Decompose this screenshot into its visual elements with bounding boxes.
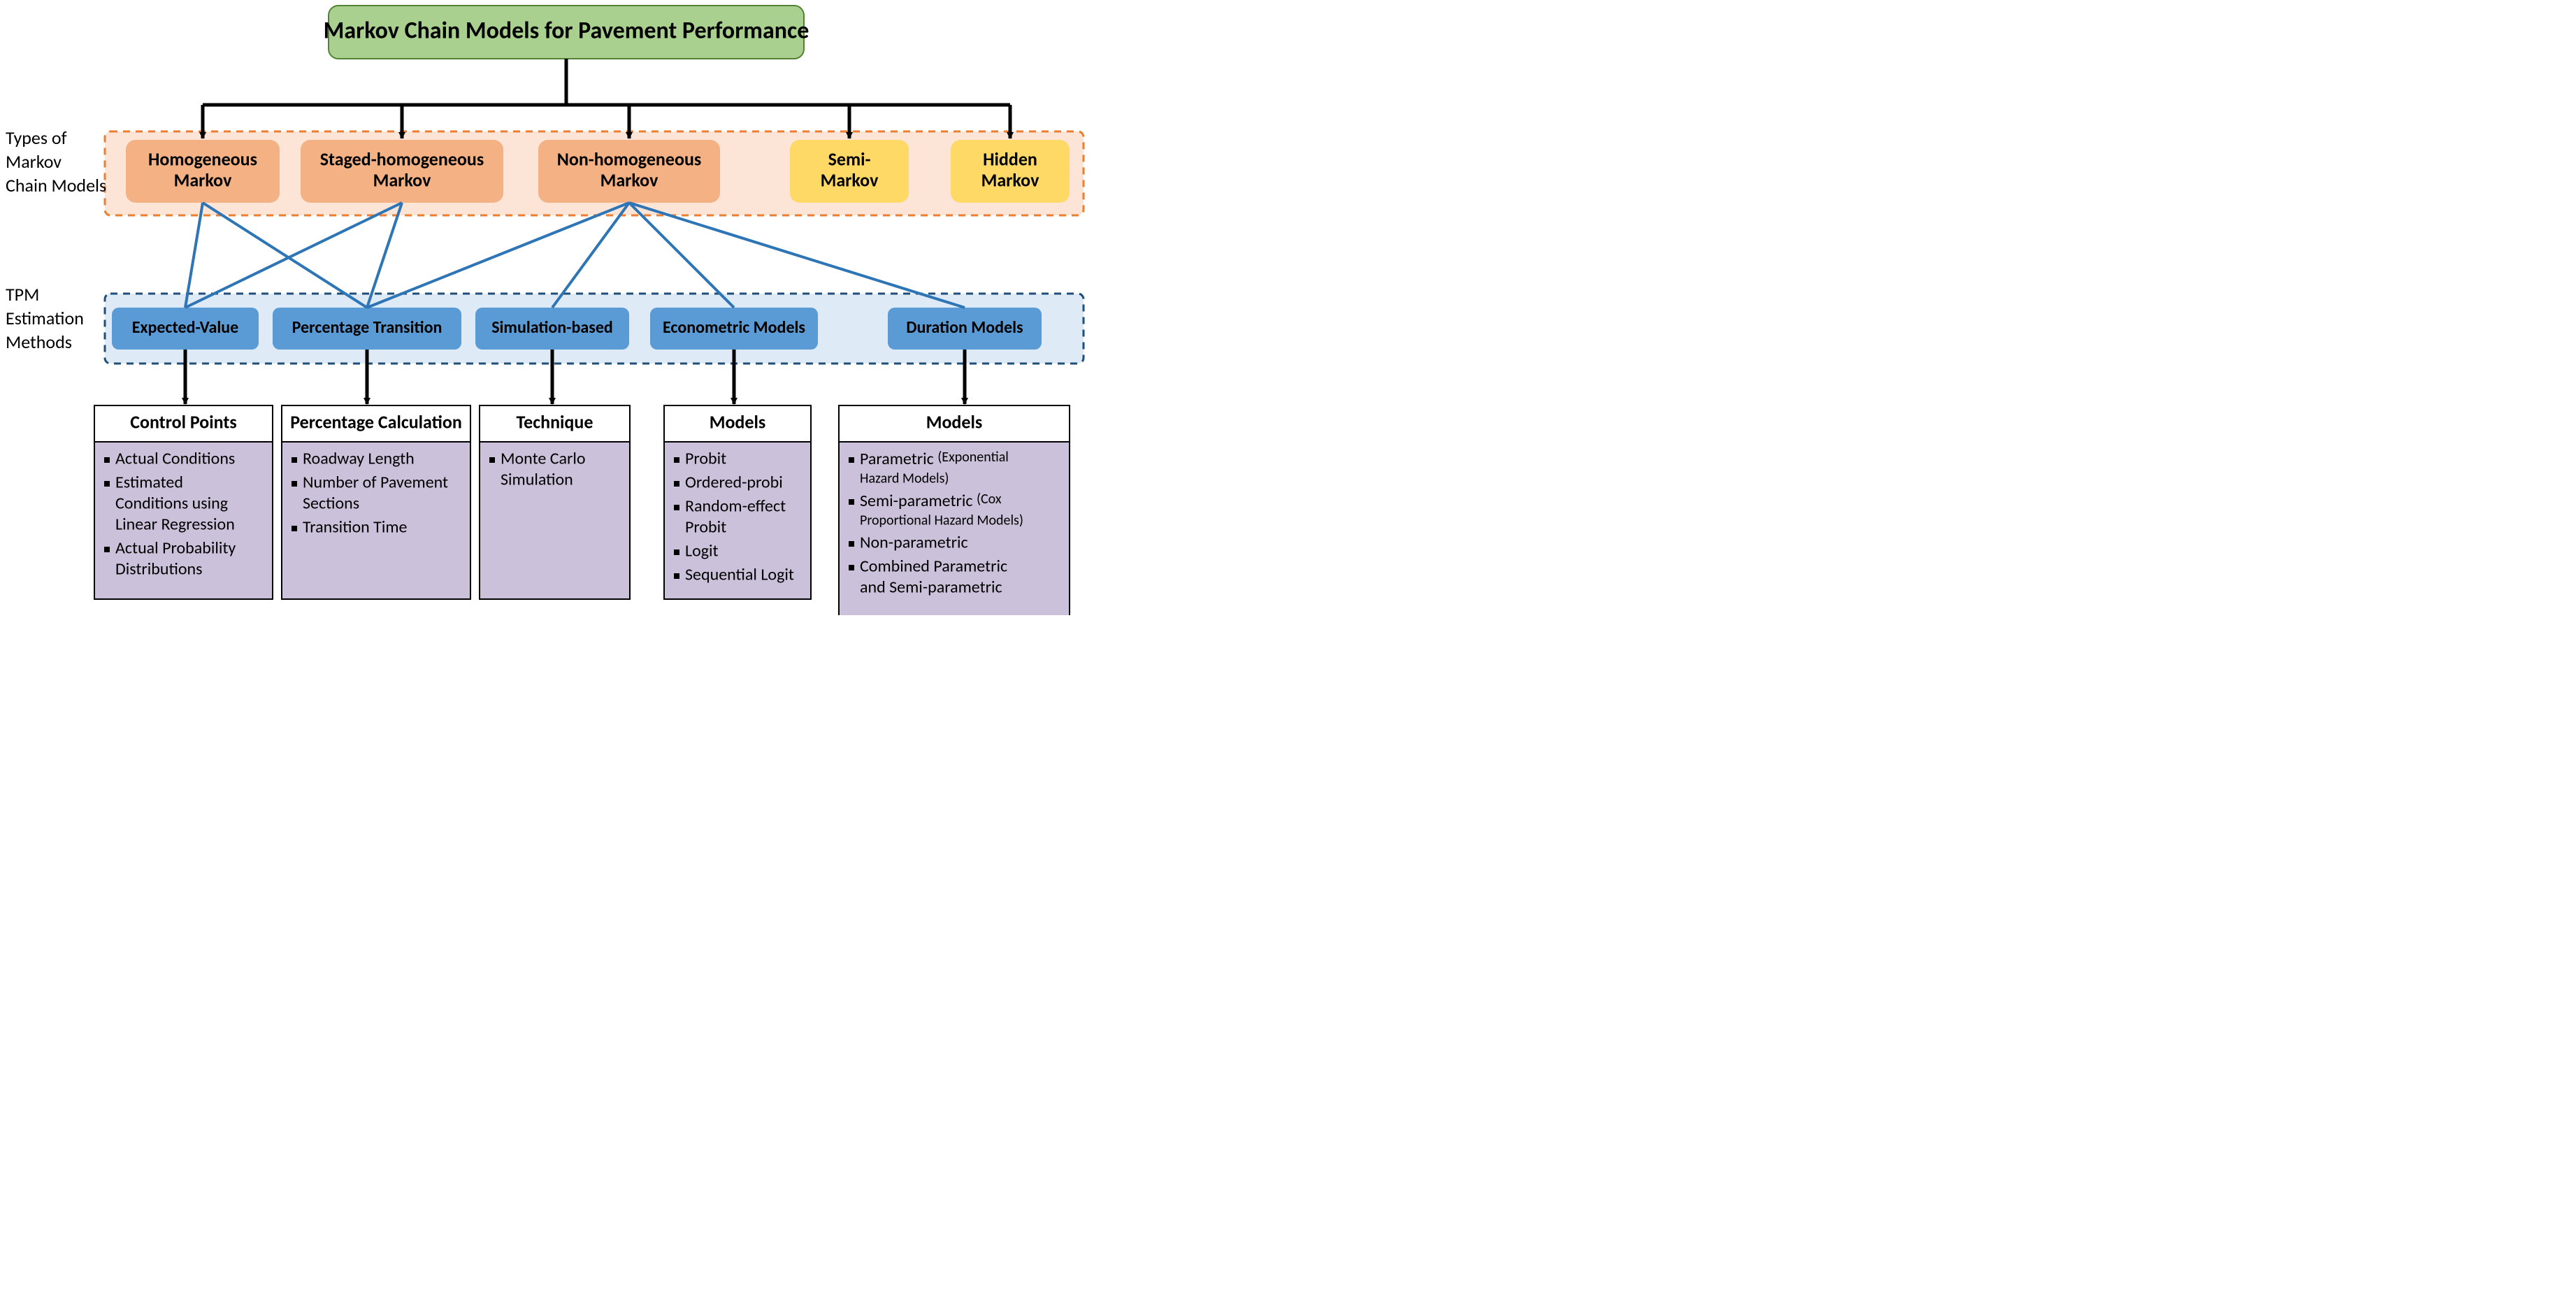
bullet-icon — [849, 565, 854, 570]
bullet-icon — [849, 499, 854, 505]
type-node-label: Hidden — [983, 148, 1037, 170]
bullet-icon — [674, 457, 679, 463]
detail-header-text: Models — [710, 410, 766, 433]
bullet-text: Number of Pavement — [303, 473, 448, 493]
type-node-label: Markov — [600, 168, 659, 191]
type-node-label: Markov — [981, 168, 1039, 191]
link-homogeneous-percentage — [203, 203, 367, 308]
link-staged-expected — [185, 203, 402, 308]
tpm-section-label: Estimation — [6, 307, 84, 329]
bullet-cont: Hazard Models) — [860, 470, 949, 487]
bullet-cont: Probit — [685, 517, 726, 538]
tpm-node-label: Percentage Transition — [292, 317, 442, 338]
bullet-text: Logit — [685, 541, 719, 561]
bullet-text: Monte Carlo — [501, 449, 586, 469]
bullet-text: Ordered-probi — [685, 473, 783, 493]
bullet-cont: Sections — [303, 494, 359, 514]
bullet-icon — [674, 505, 679, 510]
tpm-node-label: Expected-Value — [132, 317, 239, 338]
bullet-cont: and Semi-parametric — [860, 577, 1002, 598]
type-node-label: Markov — [174, 168, 232, 191]
bullet-icon — [674, 549, 679, 555]
detail-header-text: Control Points — [130, 410, 237, 433]
type-node-label: Staged-homogeneous — [320, 148, 484, 170]
bullet-icon — [489, 457, 495, 463]
types-section-label: Types of — [6, 127, 67, 149]
bullet-text: Roadway Length — [303, 449, 415, 469]
bullet-cont: Distributions — [115, 559, 203, 580]
tpm-section-label: TPM — [6, 283, 39, 306]
bullet-text: Parametric (Exponential — [860, 449, 1009, 469]
bullet-cont: Conditions using — [115, 494, 228, 514]
detail-header-text: Technique — [517, 410, 593, 433]
bullet-icon — [104, 547, 110, 552]
bullet-cont: Linear Regression — [115, 515, 235, 535]
type-node-label: Markov — [373, 168, 431, 191]
bullet-icon — [849, 541, 854, 547]
bullet-icon — [674, 481, 679, 487]
bullet-text: Random-effect — [685, 496, 786, 517]
type-node-label: Non-homogeneous — [557, 148, 702, 170]
types-section-label: Markov — [6, 150, 62, 173]
bullet-icon — [849, 457, 854, 463]
detail-header-text: Models — [926, 410, 983, 433]
link-nonhomo-duration — [629, 203, 965, 308]
bullet-icon — [292, 526, 297, 531]
tpm-node-label: Duration Models — [906, 317, 1023, 338]
bullet-text: Transition Time — [303, 517, 408, 538]
type-node-label: Semi- — [828, 148, 871, 170]
bullet-text: Actual Probability — [115, 538, 236, 559]
bullet-cont: Simulation — [501, 470, 573, 490]
link-homogeneous-expected — [185, 203, 203, 308]
bullet-icon — [104, 481, 110, 487]
type-node-label: Homogeneous — [148, 148, 257, 170]
types-section-label: Chain Models — [6, 174, 106, 196]
detail-header-text: Percentage Calculation — [290, 410, 462, 433]
bullet-icon — [104, 457, 110, 463]
title-text: Markov Chain Models for Pavement Perform… — [324, 16, 810, 45]
tpm-section-label: Methods — [6, 331, 72, 353]
tpm-node-label: Simulation-based — [491, 317, 613, 338]
bullet-icon — [292, 457, 297, 463]
bullet-icon — [292, 481, 297, 487]
type-node-label: Markov — [821, 168, 879, 191]
bullet-text: Combined Parametric — [860, 556, 1007, 577]
bullet-text: Probit — [685, 449, 726, 469]
tpm-node-label: Econometric Models — [663, 317, 805, 338]
bullet-cont: Proportional Hazard Models) — [860, 512, 1023, 529]
bullet-text: Semi-parametric (Cox — [860, 491, 1002, 511]
bullet-text: Actual Conditions — [115, 449, 235, 469]
bullet-text: Estimated — [115, 473, 183, 493]
bullet-icon — [674, 573, 679, 579]
bullet-text: Non-parametric — [860, 533, 968, 553]
bullet-text: Sequential Logit — [685, 565, 794, 585]
